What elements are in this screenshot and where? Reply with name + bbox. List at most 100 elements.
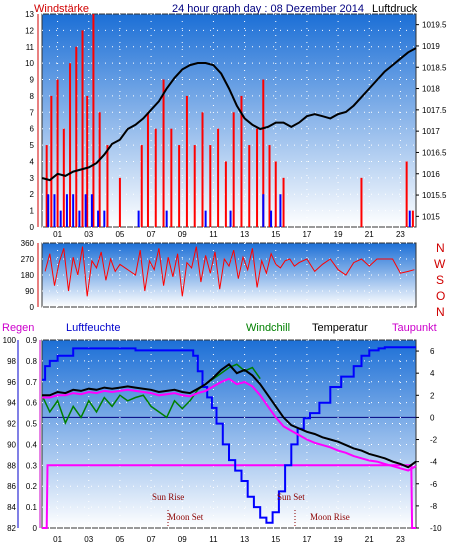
sun-set-label: Sun Set: [277, 492, 305, 502]
wind-ytick-label: 0: [30, 223, 35, 232]
wind-ytick-label: 11: [26, 43, 35, 52]
temp-ytick-label: -10: [430, 524, 442, 533]
regen-ytick-label: 0.3: [26, 461, 38, 470]
axes: 01234567891011121310151015.510161016.510…: [3, 10, 447, 544]
pressure-ytick-label: 1018.5: [422, 63, 447, 72]
wind-bar: [170, 128, 173, 227]
wind-bar: [146, 112, 149, 227]
regen-ytick-label: 0: [33, 524, 38, 533]
x-tick-label: 09: [178, 535, 187, 544]
wind-bar: [240, 95, 243, 227]
wind-bar: [81, 30, 84, 228]
wind-bar: [92, 14, 95, 227]
x-tick-label: 11: [209, 230, 218, 239]
wind-ytick-label: 1: [30, 207, 35, 216]
chart-marks: [41, 14, 417, 529]
wind-bar: [62, 128, 65, 227]
wind-ytick-label: 9: [30, 76, 35, 85]
wind-bar: [411, 210, 414, 227]
gust-bar: [204, 210, 207, 227]
regen-ytick-label: 0.7: [26, 378, 38, 387]
x-tick-label: 19: [334, 535, 343, 544]
pressure-ytick-label: 1017.5: [422, 106, 447, 115]
wind-ytick-label: 5: [30, 141, 35, 150]
moon-rise-label: Moon Rise: [310, 512, 350, 522]
temp-ytick-label: 2: [430, 391, 435, 400]
x-tick-label: 21: [365, 230, 374, 239]
wind-bar: [106, 145, 109, 227]
temperatur-label: Temperatur: [312, 322, 368, 334]
gust-bar: [408, 210, 411, 227]
wind-bar: [162, 79, 165, 228]
pressure-ytick-label: 1015: [422, 212, 440, 221]
regen-label: Regen: [2, 322, 34, 334]
pressure-line: [41, 47, 417, 182]
gust-bar: [53, 194, 56, 227]
humidity-ytick-label: 84: [7, 503, 16, 512]
wind-ytick-label: 6: [30, 125, 35, 134]
x-tick-label: 01: [53, 230, 62, 239]
direction-ytick-label: 360: [21, 239, 35, 248]
x-tick-label: 05: [115, 535, 124, 544]
humidity-ytick-label: 92: [7, 420, 16, 429]
taupunkt-label: Taupunkt: [392, 322, 437, 334]
gust-bar: [90, 194, 93, 227]
temp-ytick-label: 0: [430, 413, 435, 422]
temperatur-line: [42, 362, 417, 469]
temp-ytick-label: -8: [430, 502, 438, 511]
wind-ytick-label: 10: [25, 59, 34, 68]
x-tick-label: 13: [240, 230, 249, 239]
temp-ytick-label: 4: [430, 369, 435, 378]
temp-ytick-label: 6: [430, 347, 435, 356]
humidity-ytick-label: 96: [7, 378, 16, 387]
humidity-ytick-label: 82: [7, 524, 16, 533]
wind-bar: [45, 145, 48, 227]
direction-ytick-label: 90: [25, 287, 34, 296]
pressure-ytick-label: 1018: [422, 85, 440, 94]
gust-bar: [47, 194, 50, 227]
regen-ytick-label: 0.1: [26, 503, 38, 512]
temp-ytick-label: -4: [430, 458, 438, 467]
wind-bar: [75, 46, 78, 228]
x-tick-label: 05: [115, 230, 124, 239]
regen-line: [42, 464, 416, 529]
gust-bar: [270, 210, 273, 227]
gust-bar: [279, 194, 282, 227]
wind-bar: [232, 112, 235, 227]
sun-rise-label: Sun Rise: [152, 492, 184, 502]
humidity-ytick-label: 88: [7, 461, 16, 470]
gridlines: [42, 13, 416, 529]
regen-ytick-label: 0.8: [26, 357, 38, 366]
direction-label-n-top: N: [436, 241, 445, 255]
wind-bar: [178, 145, 181, 227]
x-tick-label: 07: [147, 230, 156, 239]
gust-bar: [165, 210, 168, 227]
wind-bar: [360, 177, 363, 227]
x-tick-label: 23: [396, 535, 405, 544]
wind-bar: [224, 161, 227, 227]
wind-bar: [201, 112, 204, 227]
x-tick-label: 09: [178, 230, 187, 239]
windstaerke-title: Windstärke: [34, 3, 89, 15]
direction-ytick-label: 270: [21, 255, 35, 264]
wind-bar: [50, 95, 53, 227]
wind-bar: [405, 161, 408, 227]
wind-ytick-label: 12: [25, 26, 34, 35]
wind-bar: [282, 177, 285, 227]
direction-label-w: W: [434, 257, 446, 271]
regen-ytick-label: 0.6: [26, 399, 38, 408]
wind-bar: [98, 112, 101, 227]
x-tick-label: 11: [209, 535, 218, 544]
windchill-line: [41, 363, 261, 425]
chart-title: 24 hour graph day : 08 Dezember 2014: [172, 3, 364, 15]
gust-bar: [72, 194, 75, 227]
wind-direction-line: [44, 246, 415, 297]
pressure-ytick-label: 1016.5: [422, 148, 447, 157]
temp-ytick-label: -2: [430, 436, 438, 445]
pressure-ytick-label: 1017: [422, 127, 440, 136]
wind-ytick-label: 13: [25, 10, 34, 19]
windchill-label: Windchill: [246, 322, 290, 334]
gust-bar: [84, 194, 87, 227]
wind-ytick-label: 8: [30, 92, 35, 101]
